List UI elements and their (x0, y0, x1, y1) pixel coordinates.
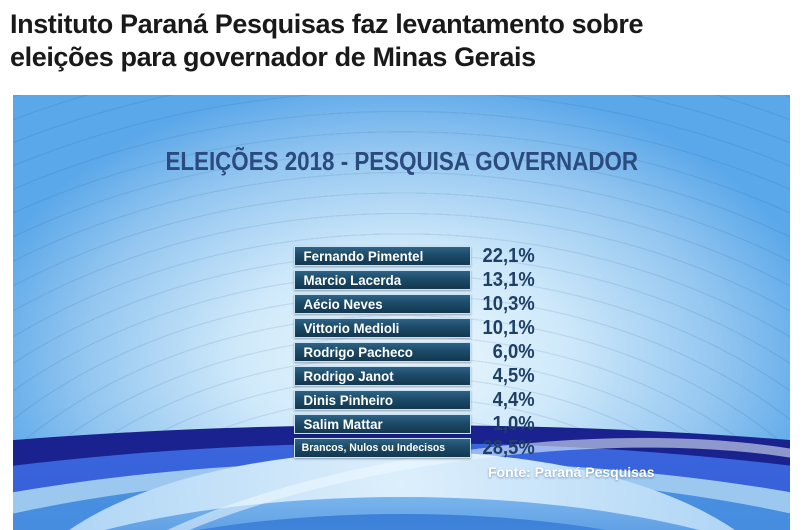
candidate-row: Vittorio Medioli 10,1% (294, 316, 535, 339)
candidate-name-bar: Fernando Pimentel (294, 246, 471, 266)
candidate-row: Salim Mattar 1,0% (294, 412, 535, 435)
candidate-name: Rodrigo Pacheco (303, 344, 413, 360)
candidate-percent: 10,1% (482, 316, 535, 339)
candidate-name: Rodrigo Janot (303, 368, 394, 384)
candidate-name: Fernando Pimentel (303, 248, 424, 264)
candidate-name-bar: Dinis Pinheiro (294, 390, 471, 410)
candidate-row: Rodrigo Pacheco 6,0% (294, 340, 535, 363)
candidate-name-bar: Aécio Neves (294, 294, 471, 314)
headline-line-2: eleições para governador de Minas Gerais (10, 42, 536, 72)
candidate-name: Aécio Neves (303, 296, 383, 312)
candidate-name-bar: Salim Mattar (294, 414, 471, 434)
candidate-name-bar: Brancos, Nulos ou Indecisos (294, 438, 471, 458)
candidate-row: Aécio Neves 10,3% (294, 292, 535, 315)
candidate-percent: 6,0% (493, 340, 535, 363)
candidate-name-bar: Rodrigo Janot (294, 366, 471, 386)
poll-infographic: ELEIÇÕES 2018 - PESQUISA GOVERNADOR Fern… (13, 95, 790, 530)
article-headline: Instituto Paraná Pesquisas faz levantame… (10, 8, 730, 74)
candidate-name: Salim Mattar (303, 416, 383, 432)
candidate-row: Fernando Pimentel 22,1% (294, 244, 535, 267)
candidate-name-bar: Marcio Lacerda (294, 270, 471, 290)
poll-results-list: Fernando Pimentel 22,1% Marcio Lacerda 1… (294, 244, 535, 462)
candidate-name-bar: Vittorio Medioli (294, 318, 471, 338)
candidate-percent: 4,4% (493, 388, 535, 411)
candidate-percent: 28,5% (482, 436, 535, 459)
candidate-row: Dinis Pinheiro 4,4% (294, 388, 535, 411)
candidate-name: Dinis Pinheiro (303, 392, 393, 408)
candidate-name: Brancos, Nulos ou Indecisos (301, 442, 446, 454)
candidate-percent: 10,3% (482, 292, 535, 315)
headline-line-1: Instituto Paraná Pesquisas faz levantame… (10, 9, 644, 39)
candidate-row-blank-null-undecided: Brancos, Nulos ou Indecisos 28,5% (294, 436, 535, 459)
chart-title: ELEIÇÕES 2018 - PESQUISA GOVERNADOR (165, 146, 638, 176)
candidate-name-bar: Rodrigo Pacheco (294, 342, 471, 362)
chart-source: Fonte: Paraná Pesquisas (488, 464, 655, 480)
candidate-percent: 1,0% (493, 412, 535, 435)
candidate-percent: 4,5% (493, 364, 535, 387)
candidate-percent: 13,1% (482, 268, 535, 291)
candidate-name: Marcio Lacerda (303, 272, 402, 288)
candidate-row: Rodrigo Janot 4,5% (294, 364, 535, 387)
candidate-percent: 22,1% (482, 244, 535, 267)
candidate-row: Marcio Lacerda 13,1% (294, 268, 535, 291)
candidate-name: Vittorio Medioli (303, 320, 400, 336)
